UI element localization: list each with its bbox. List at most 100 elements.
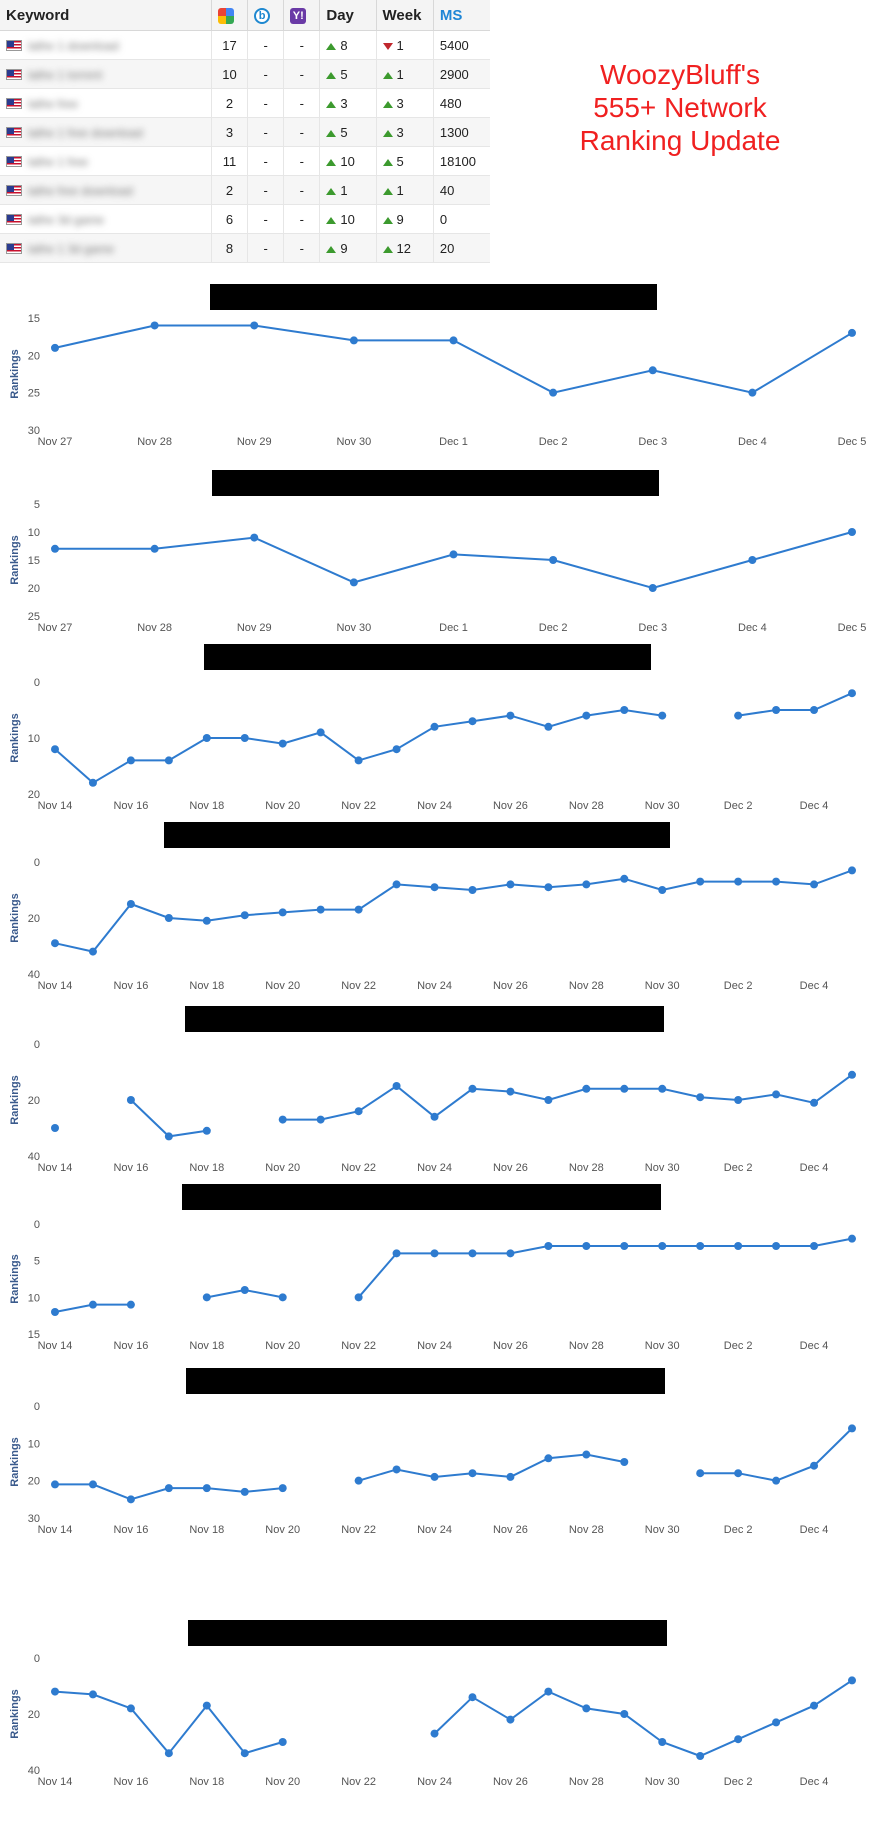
data-point[interactable] bbox=[810, 1701, 819, 1710]
data-point[interactable] bbox=[506, 880, 515, 889]
data-point[interactable] bbox=[316, 1115, 325, 1124]
data-point[interactable] bbox=[126, 1096, 135, 1104]
table-row[interactable]: lathe 1 3d game 8- -9 12 20 bbox=[0, 233, 490, 263]
data-point[interactable] bbox=[772, 877, 781, 886]
data-point[interactable] bbox=[468, 1693, 477, 1702]
data-point[interactable] bbox=[126, 900, 135, 908]
data-point[interactable] bbox=[658, 1084, 667, 1093]
data-point[interactable] bbox=[240, 1749, 249, 1758]
data-point[interactable] bbox=[848, 328, 856, 337]
data-point[interactable] bbox=[250, 321, 259, 330]
data-point[interactable] bbox=[430, 1249, 439, 1258]
bing-column-header[interactable]: b bbox=[247, 0, 284, 31]
data-point[interactable] bbox=[468, 1249, 477, 1258]
table-row[interactable]: lathe 1 free download 3- -5 3 1300 bbox=[0, 117, 490, 147]
data-point[interactable] bbox=[506, 711, 515, 720]
data-point[interactable] bbox=[696, 1093, 705, 1102]
data-point[interactable] bbox=[88, 947, 97, 956]
data-point[interactable] bbox=[164, 1484, 173, 1493]
data-point[interactable] bbox=[164, 756, 173, 765]
data-point[interactable] bbox=[544, 1096, 553, 1104]
data-point[interactable] bbox=[250, 533, 259, 542]
data-point[interactable] bbox=[734, 711, 743, 720]
data-point[interactable] bbox=[349, 578, 358, 587]
data-point[interactable] bbox=[202, 734, 211, 742]
data-point[interactable] bbox=[506, 1087, 515, 1096]
yahoo-column-header[interactable]: Y! bbox=[283, 0, 320, 31]
data-point[interactable] bbox=[88, 778, 97, 787]
data-point[interactable] bbox=[468, 1084, 477, 1093]
data-point[interactable] bbox=[392, 745, 401, 754]
data-point[interactable] bbox=[696, 1242, 705, 1250]
data-point[interactable] bbox=[316, 728, 325, 737]
data-point[interactable] bbox=[51, 1308, 59, 1316]
data-point[interactable] bbox=[734, 1469, 743, 1478]
data-point[interactable] bbox=[51, 343, 59, 352]
data-point[interactable] bbox=[240, 911, 249, 920]
data-point[interactable] bbox=[620, 706, 629, 714]
data-point[interactable] bbox=[582, 711, 591, 720]
data-point[interactable] bbox=[354, 756, 363, 765]
day-column-header[interactable]: Day bbox=[319, 0, 377, 31]
data-point[interactable] bbox=[549, 388, 558, 397]
data-point[interactable] bbox=[392, 1082, 401, 1090]
data-point[interactable] bbox=[316, 905, 325, 914]
table-row[interactable]: lathe 1 download 17- -8 1 5400 bbox=[0, 30, 490, 60]
data-point[interactable] bbox=[88, 1480, 97, 1489]
data-point[interactable] bbox=[164, 914, 173, 922]
data-point[interactable] bbox=[696, 1469, 705, 1478]
data-point[interactable] bbox=[202, 1293, 211, 1302]
data-point[interactable] bbox=[658, 1242, 667, 1250]
table-row[interactable]: lathe 3d game 6- -10 9 0 bbox=[0, 204, 490, 234]
data-point[interactable] bbox=[658, 711, 667, 720]
data-point[interactable] bbox=[449, 336, 458, 345]
data-point[interactable] bbox=[544, 883, 553, 892]
data-point[interactable] bbox=[734, 1242, 743, 1250]
data-point[interactable] bbox=[354, 905, 363, 914]
data-point[interactable] bbox=[544, 1242, 553, 1250]
data-point[interactable] bbox=[202, 1701, 211, 1710]
data-point[interactable] bbox=[620, 1242, 629, 1250]
data-point[interactable] bbox=[126, 1300, 135, 1309]
data-point[interactable] bbox=[772, 1242, 781, 1250]
data-point[interactable] bbox=[430, 1112, 439, 1121]
data-point[interactable] bbox=[349, 336, 358, 345]
data-point[interactable] bbox=[506, 1249, 515, 1258]
keyword-column-header[interactable]: Keyword bbox=[0, 0, 212, 31]
data-point[interactable] bbox=[620, 1710, 629, 1718]
data-point[interactable] bbox=[748, 388, 757, 397]
table-row[interactable]: lathe free 2- -3 3 480 bbox=[0, 88, 490, 118]
data-point[interactable] bbox=[240, 1487, 249, 1496]
data-point[interactable] bbox=[278, 1293, 287, 1302]
data-point[interactable] bbox=[620, 1084, 629, 1093]
data-point[interactable] bbox=[51, 1124, 59, 1132]
data-point[interactable] bbox=[582, 880, 591, 889]
data-point[interactable] bbox=[772, 706, 781, 714]
data-point[interactable] bbox=[810, 880, 819, 889]
data-point[interactable] bbox=[278, 739, 287, 748]
data-point[interactable] bbox=[278, 1484, 287, 1493]
data-point[interactable] bbox=[848, 1424, 856, 1433]
data-point[interactable] bbox=[848, 1070, 856, 1079]
data-point[interactable] bbox=[810, 1461, 819, 1470]
data-point[interactable] bbox=[848, 866, 856, 875]
data-point[interactable] bbox=[658, 886, 667, 894]
data-point[interactable] bbox=[620, 1458, 629, 1466]
data-point[interactable] bbox=[582, 1450, 591, 1459]
data-point[interactable] bbox=[620, 874, 629, 883]
data-point[interactable] bbox=[544, 722, 553, 731]
data-point[interactable] bbox=[430, 1472, 439, 1481]
data-point[interactable] bbox=[848, 689, 856, 698]
data-point[interactable] bbox=[696, 1752, 705, 1760]
data-point[interactable] bbox=[430, 883, 439, 892]
data-point[interactable] bbox=[506, 1472, 515, 1481]
data-point[interactable] bbox=[202, 1484, 211, 1493]
data-point[interactable] bbox=[772, 1476, 781, 1485]
table-row[interactable]: lathe 1 torrent 10- -5 1 2900 bbox=[0, 59, 490, 89]
data-point[interactable] bbox=[51, 544, 59, 553]
data-point[interactable] bbox=[392, 1249, 401, 1258]
data-point[interactable] bbox=[848, 528, 856, 536]
data-point[interactable] bbox=[88, 1690, 97, 1699]
table-row[interactable]: lathe 1 free 11- -10 5 18100 bbox=[0, 146, 490, 176]
data-point[interactable] bbox=[240, 734, 249, 742]
